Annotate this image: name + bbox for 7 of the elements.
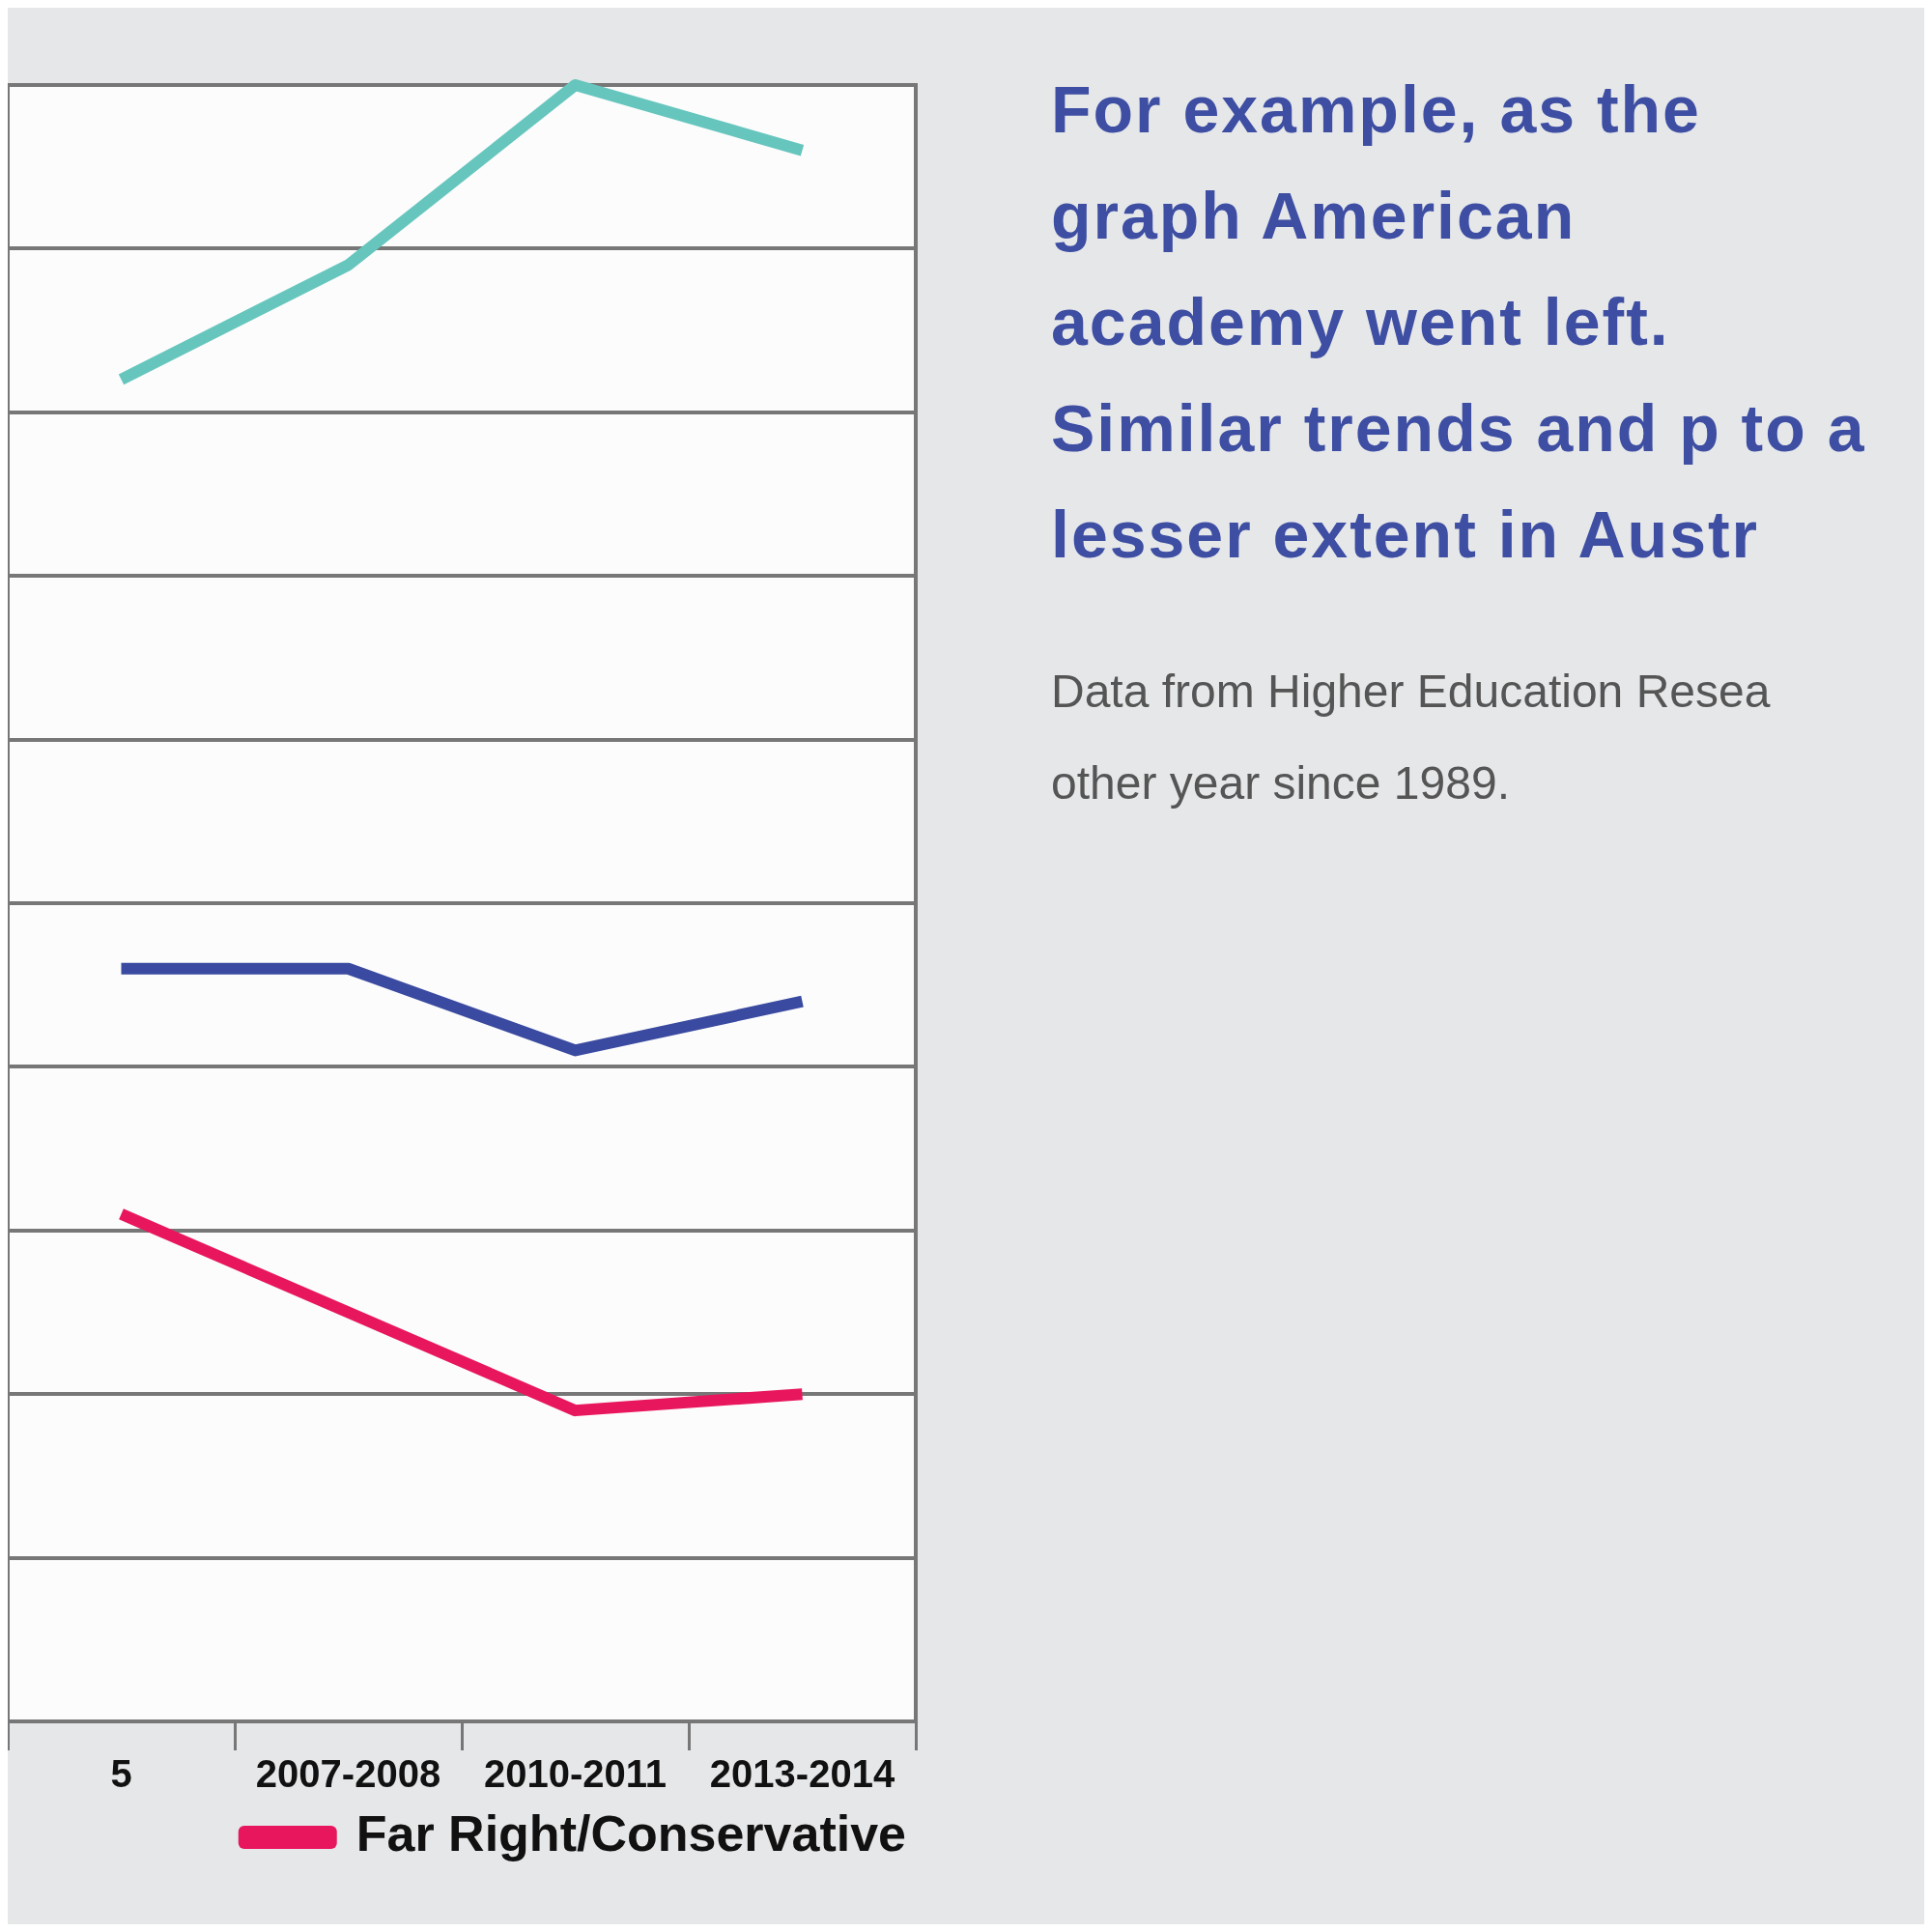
- x-tick-label: 2010-2011: [483, 1752, 668, 1796]
- text: Data from Higher Education Resea other year since 1989.: [1051, 665, 1772, 810]
- x-tick-label: 2013-2014: [709, 1752, 895, 1796]
- x-tick-label: 5: [110, 1752, 132, 1796]
- x-tick-label: 2007-2008: [255, 1752, 441, 1796]
- text: For example, as the graph American academy went left. Similar trends and p to a lesser extent in Austr: [1051, 71, 1867, 573]
- legend-label: Far Right/Conservative: [355, 1805, 907, 1862]
